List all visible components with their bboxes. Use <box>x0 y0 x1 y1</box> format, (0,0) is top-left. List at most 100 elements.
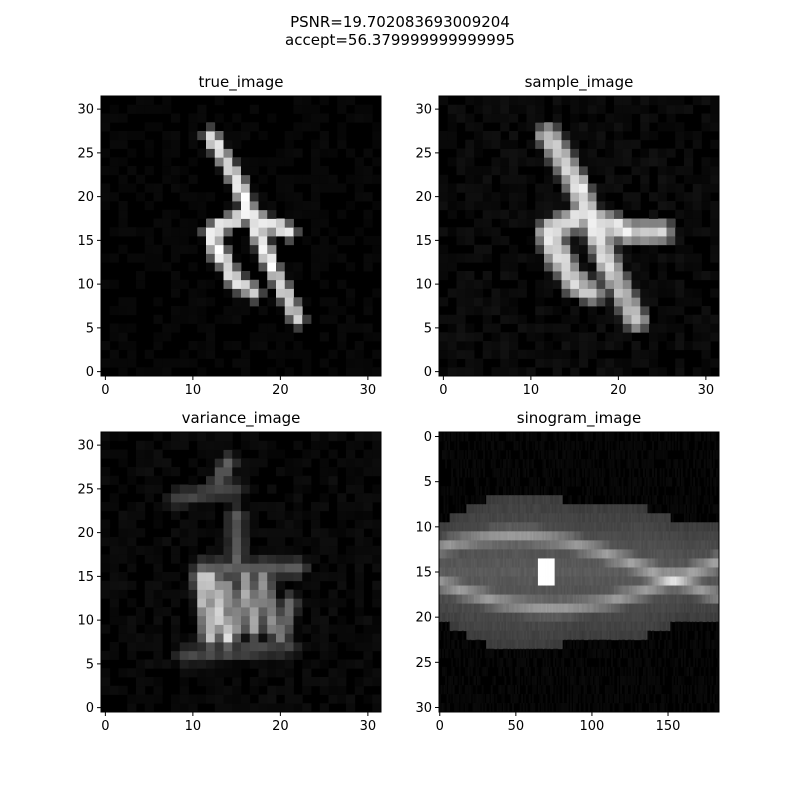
image-pixel <box>589 531 592 541</box>
image-pixel <box>118 432 128 442</box>
image-pixel <box>517 96 527 106</box>
image-pixel <box>568 432 571 442</box>
image-pixel <box>486 522 489 532</box>
image-pixel <box>461 612 464 623</box>
image-pixel <box>456 341 466 351</box>
image-pixel <box>641 549 644 559</box>
image-pixel <box>461 594 464 605</box>
image-pixel <box>439 201 449 211</box>
image-pixel <box>700 522 703 532</box>
image-pixel <box>693 549 696 559</box>
image-pixel <box>519 486 522 496</box>
image-pixel <box>653 477 656 487</box>
image-pixel <box>671 576 674 586</box>
image-pixel <box>448 594 451 605</box>
image-pixel <box>528 495 531 505</box>
image-pixel <box>587 96 597 106</box>
image-pixel <box>127 131 137 141</box>
image-pixel <box>682 576 685 586</box>
image-pixel <box>515 585 518 595</box>
image-pixel <box>687 531 689 541</box>
image-pixel <box>512 432 514 442</box>
image-pixel <box>458 558 461 568</box>
image-pixel <box>714 486 717 496</box>
image-pixel <box>615 450 618 460</box>
image-pixel <box>465 358 475 368</box>
image-pixel <box>527 432 530 442</box>
image-pixel <box>692 271 702 281</box>
image-pixel <box>446 567 449 577</box>
image-pixel <box>311 598 321 608</box>
image-pixel <box>603 468 606 478</box>
image-pixel <box>144 139 154 149</box>
image-pixel <box>531 603 534 614</box>
image-pixel <box>463 576 466 586</box>
image-pixel <box>580 585 583 595</box>
image-pixel <box>188 306 198 316</box>
image-pixel <box>666 122 676 132</box>
image-pixel <box>179 659 189 669</box>
image-pixel <box>659 504 662 514</box>
image-pixel <box>442 558 444 568</box>
image-pixel <box>591 594 594 605</box>
image-pixel <box>594 531 597 541</box>
image-pixel <box>706 495 709 505</box>
image-pixel <box>127 615 137 625</box>
image-pixel <box>482 349 492 359</box>
image-pixel <box>249 122 259 132</box>
image-pixel <box>162 580 172 590</box>
image-pixel <box>552 306 562 316</box>
image-pixel <box>579 209 589 219</box>
image-pixel <box>658 513 661 523</box>
image-pixel <box>319 537 329 547</box>
image-pixel <box>513 603 516 614</box>
image-pixel <box>515 504 518 514</box>
image-pixel <box>638 603 641 614</box>
image-pixel <box>293 458 303 468</box>
image-pixel <box>483 558 486 568</box>
image-pixel <box>509 201 519 211</box>
image-pixel <box>498 594 501 605</box>
image-pixel <box>690 477 693 487</box>
image-pixel <box>570 157 580 167</box>
image-pixel <box>311 104 321 114</box>
image-pixel <box>509 450 511 460</box>
image-pixel <box>640 306 650 316</box>
image-pixel <box>534 468 537 478</box>
image-pixel <box>293 502 303 512</box>
image-pixel <box>553 486 556 496</box>
image-pixel <box>712 549 715 559</box>
image-pixel <box>516 585 519 595</box>
image-pixel <box>668 558 671 568</box>
image-pixel <box>670 504 673 514</box>
image-pixel <box>495 450 498 460</box>
image-pixel <box>626 459 629 469</box>
image-pixel <box>293 148 303 158</box>
image-pixel <box>328 253 338 263</box>
image-pixel <box>684 174 694 184</box>
image-pixel <box>652 585 654 595</box>
image-pixel <box>509 157 519 167</box>
image-pixel <box>463 558 466 568</box>
image-pixel <box>448 549 451 559</box>
image-pixel <box>548 495 551 505</box>
image-pixel <box>319 475 329 485</box>
image-pixel <box>346 96 356 106</box>
image-pixel <box>691 594 694 605</box>
image-pixel <box>522 585 525 595</box>
image-pixel <box>319 440 329 450</box>
image-pixel <box>136 633 146 643</box>
image-pixel <box>446 450 449 460</box>
image-pixel <box>676 522 679 532</box>
image-pixel <box>667 594 670 605</box>
image-pixel <box>467 540 470 550</box>
image-pixel <box>597 585 600 595</box>
image-pixel <box>710 227 720 237</box>
image-pixel <box>583 585 586 595</box>
image-pixel <box>693 558 696 568</box>
image-pixel <box>241 703 251 713</box>
image-pixel <box>531 531 534 541</box>
image-pixel <box>525 459 528 469</box>
image-pixel <box>710 183 720 193</box>
image-pixel <box>626 549 629 559</box>
